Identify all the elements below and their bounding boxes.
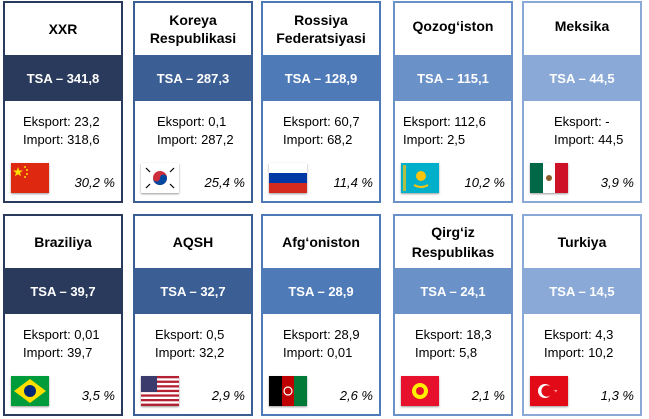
import-value: Import: 0,01: [283, 345, 353, 360]
kyrgyzstan-flag-icon: [401, 376, 439, 406]
import-value: Import: 287,2: [157, 132, 234, 147]
share-percent: 30,2 %: [74, 175, 115, 190]
export-value: Eksport: 18,3: [415, 327, 492, 342]
country-card-kazakhstan: Qozog‘iston TSA – 115,1 Eksport: 112,6 I…: [393, 1, 513, 203]
usa-flag-icon: [141, 376, 179, 406]
country-card-china: XXR TSA – 341,8 Eksport: 23,2 Import: 31…: [3, 1, 123, 203]
tsa-band: TSA – 341,8: [5, 55, 121, 101]
import-value: Import: 10,2: [544, 345, 614, 360]
trade-values: Eksport: 18,3 Import: 5,8: [395, 326, 511, 366]
import-value: Import: 32,2: [155, 345, 225, 360]
china-flag-icon: [11, 163, 49, 193]
country-name: Meksika: [554, 18, 610, 34]
share-percent: 2,9 %: [211, 388, 245, 403]
tsa-band: TSA – 28,9: [263, 268, 379, 314]
import-value: Import: 68,2: [283, 132, 353, 147]
trade-values: Eksport: 0,1 Import: 287,2: [135, 113, 251, 153]
export-value: Eksport: 0,5: [155, 327, 225, 342]
tsa-band: TSA – 24,1: [395, 268, 511, 314]
export-value: Eksport: 23,2: [23, 114, 100, 129]
country-name: Afg‘oniston: [282, 234, 360, 250]
country-card-turkey: Turkiya TSA – 14,5 Eksport: 4,3 Import: …: [522, 214, 642, 416]
country-name: Qirg‘iz Respublikas: [411, 224, 495, 260]
country-name: AQSH: [172, 234, 214, 250]
tsa-band: TSA – 14,5: [524, 268, 640, 314]
share-percent: 11,4 %: [333, 175, 373, 190]
trade-values: Eksport: 0,5 Import: 32,2: [135, 326, 251, 366]
tsa-band: TSA – 128,9: [263, 55, 379, 101]
country-card-russia: Rossiya Federatsiyasi TSA – 128,9 Ekspor…: [261, 1, 381, 203]
trade-values: Eksport: 0,01 Import: 39,7: [5, 326, 121, 366]
share-percent: 3,5 %: [81, 388, 115, 403]
share-percent: 10,2 %: [464, 175, 505, 190]
share-percent: 2,1 %: [471, 388, 505, 403]
export-value: Eksport: -: [554, 114, 610, 129]
south-korea-flag-icon: [141, 163, 179, 193]
country-card-korea: Koreya Respublikasi TSA – 287,3 Eksport:…: [133, 1, 253, 203]
country-card-afghanistan: Afg‘oniston TSA – 28,9 Eksport: 28,9 Imp…: [261, 214, 381, 416]
trade-values: Eksport: 28,9 Import: 0,01: [263, 326, 379, 366]
country-card-usa: AQSH TSA – 32,7 Eksport: 0,5 Import: 32,…: [133, 214, 253, 416]
export-value: Eksport: 0,1: [157, 114, 227, 129]
export-value: Eksport: 28,9: [283, 327, 360, 342]
brazil-flag-icon: [11, 376, 49, 406]
tsa-band: TSA – 39,7: [5, 268, 121, 314]
trade-values: Eksport: 4,3 Import: 10,2: [524, 326, 640, 366]
export-value: Eksport: 112,6: [403, 114, 486, 129]
country-name: Braziliya: [34, 234, 92, 250]
export-value: Eksport: 0,01: [23, 327, 100, 342]
russia-flag-icon: [269, 163, 307, 193]
export-value: Eksport: 4,3: [544, 327, 614, 342]
country-name: Rossiya Federatsiyasi: [276, 12, 366, 46]
tsa-band: TSA – 32,7: [135, 268, 251, 314]
trade-values: Eksport: 112,6 Import: 2,5: [395, 113, 511, 153]
trade-values: Eksport: - Import: 44,5: [524, 113, 640, 153]
import-value: Import: 39,7: [23, 345, 93, 360]
trade-values: Eksport: 60,7 Import: 68,2: [263, 113, 379, 153]
import-value: Import: 44,5: [554, 132, 624, 147]
tsa-band: TSA – 287,3: [135, 55, 251, 101]
import-value: Import: 2,5: [403, 132, 466, 147]
import-value: Import: 5,8: [415, 345, 478, 360]
tsa-band: TSA – 115,1: [395, 55, 511, 101]
share-percent: 25,4 %: [204, 175, 245, 190]
share-percent: 3,9 %: [600, 175, 634, 190]
country-name: Turkiya: [557, 234, 607, 250]
country-card-kyrgyzstan: Qirg‘iz Respublikas TSA – 24,1 Eksport: …: [393, 214, 513, 416]
turkey-flag-icon: [530, 376, 568, 406]
share-percent: 2,6 %: [339, 388, 373, 403]
country-name: Koreya Respublikasi: [149, 12, 237, 46]
mexico-flag-icon: [530, 163, 568, 193]
kazakhstan-flag-icon: [401, 163, 439, 193]
country-name: Qozog‘iston: [412, 18, 494, 34]
trade-values: Eksport: 23,2 Import: 318,6: [5, 113, 121, 153]
import-value: Import: 318,6: [23, 132, 100, 147]
country-name: XXR: [48, 21, 78, 37]
tsa-band: TSA – 44,5: [524, 55, 640, 101]
country-card-mexico: Meksika TSA – 44,5 Eksport: - Import: 44…: [522, 1, 642, 203]
share-percent: 1,3 %: [600, 388, 634, 403]
country-card-brazil: Braziliya TSA – 39,7 Eksport: 0,01 Impor…: [3, 214, 123, 416]
export-value: Eksport: 60,7: [283, 114, 360, 129]
afghanistan-flag-icon: [269, 376, 307, 406]
